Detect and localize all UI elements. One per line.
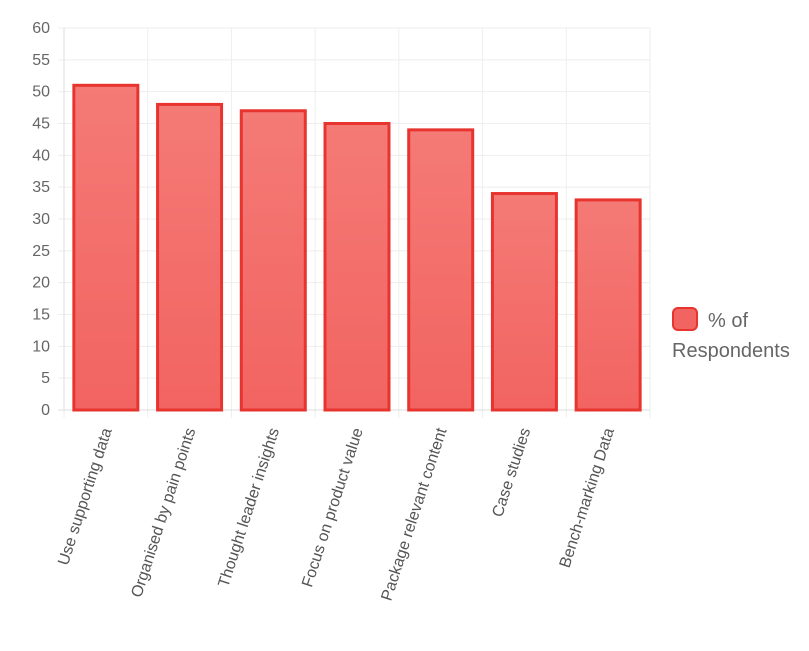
bar — [490, 192, 558, 412]
y-tick-label: 15 — [32, 307, 50, 324]
bar — [574, 198, 642, 412]
legend[interactable]: % of Respondents — [672, 306, 802, 366]
y-tick-label: 45 — [32, 116, 50, 133]
x-tick-label: Thought leader insights — [216, 426, 284, 589]
bar — [72, 83, 140, 412]
y-tick-label: 20 — [32, 275, 50, 292]
y-tick-label: 0 — [41, 402, 50, 419]
y-tick-label: 5 — [41, 370, 50, 387]
x-tick-label: Focus on product value — [299, 426, 367, 590]
x-tick-label: Organised by pain points — [129, 426, 200, 600]
y-tick-label: 10 — [32, 338, 50, 355]
x-tick-label: Package relevant content — [379, 425, 451, 603]
x-tick-label: Use supporting data — [55, 426, 115, 568]
y-tick-label: 40 — [32, 147, 50, 164]
y-tick-label: 35 — [32, 179, 50, 196]
y-tick-label: 60 — [32, 20, 50, 37]
y-tick-label: 55 — [32, 52, 50, 69]
y-tick-label: 50 — [32, 84, 50, 101]
x-tick-label: Case studies — [489, 426, 534, 519]
bar — [407, 128, 475, 412]
x-tick-label: Bench-marking Data — [557, 426, 618, 570]
bar — [323, 122, 391, 412]
bar — [239, 109, 307, 412]
bar — [156, 102, 224, 412]
legend-swatch — [672, 307, 698, 331]
y-tick-label: 30 — [32, 211, 50, 228]
legend-label: % of Respondents — [672, 310, 790, 362]
y-tick-label: 25 — [32, 243, 50, 260]
